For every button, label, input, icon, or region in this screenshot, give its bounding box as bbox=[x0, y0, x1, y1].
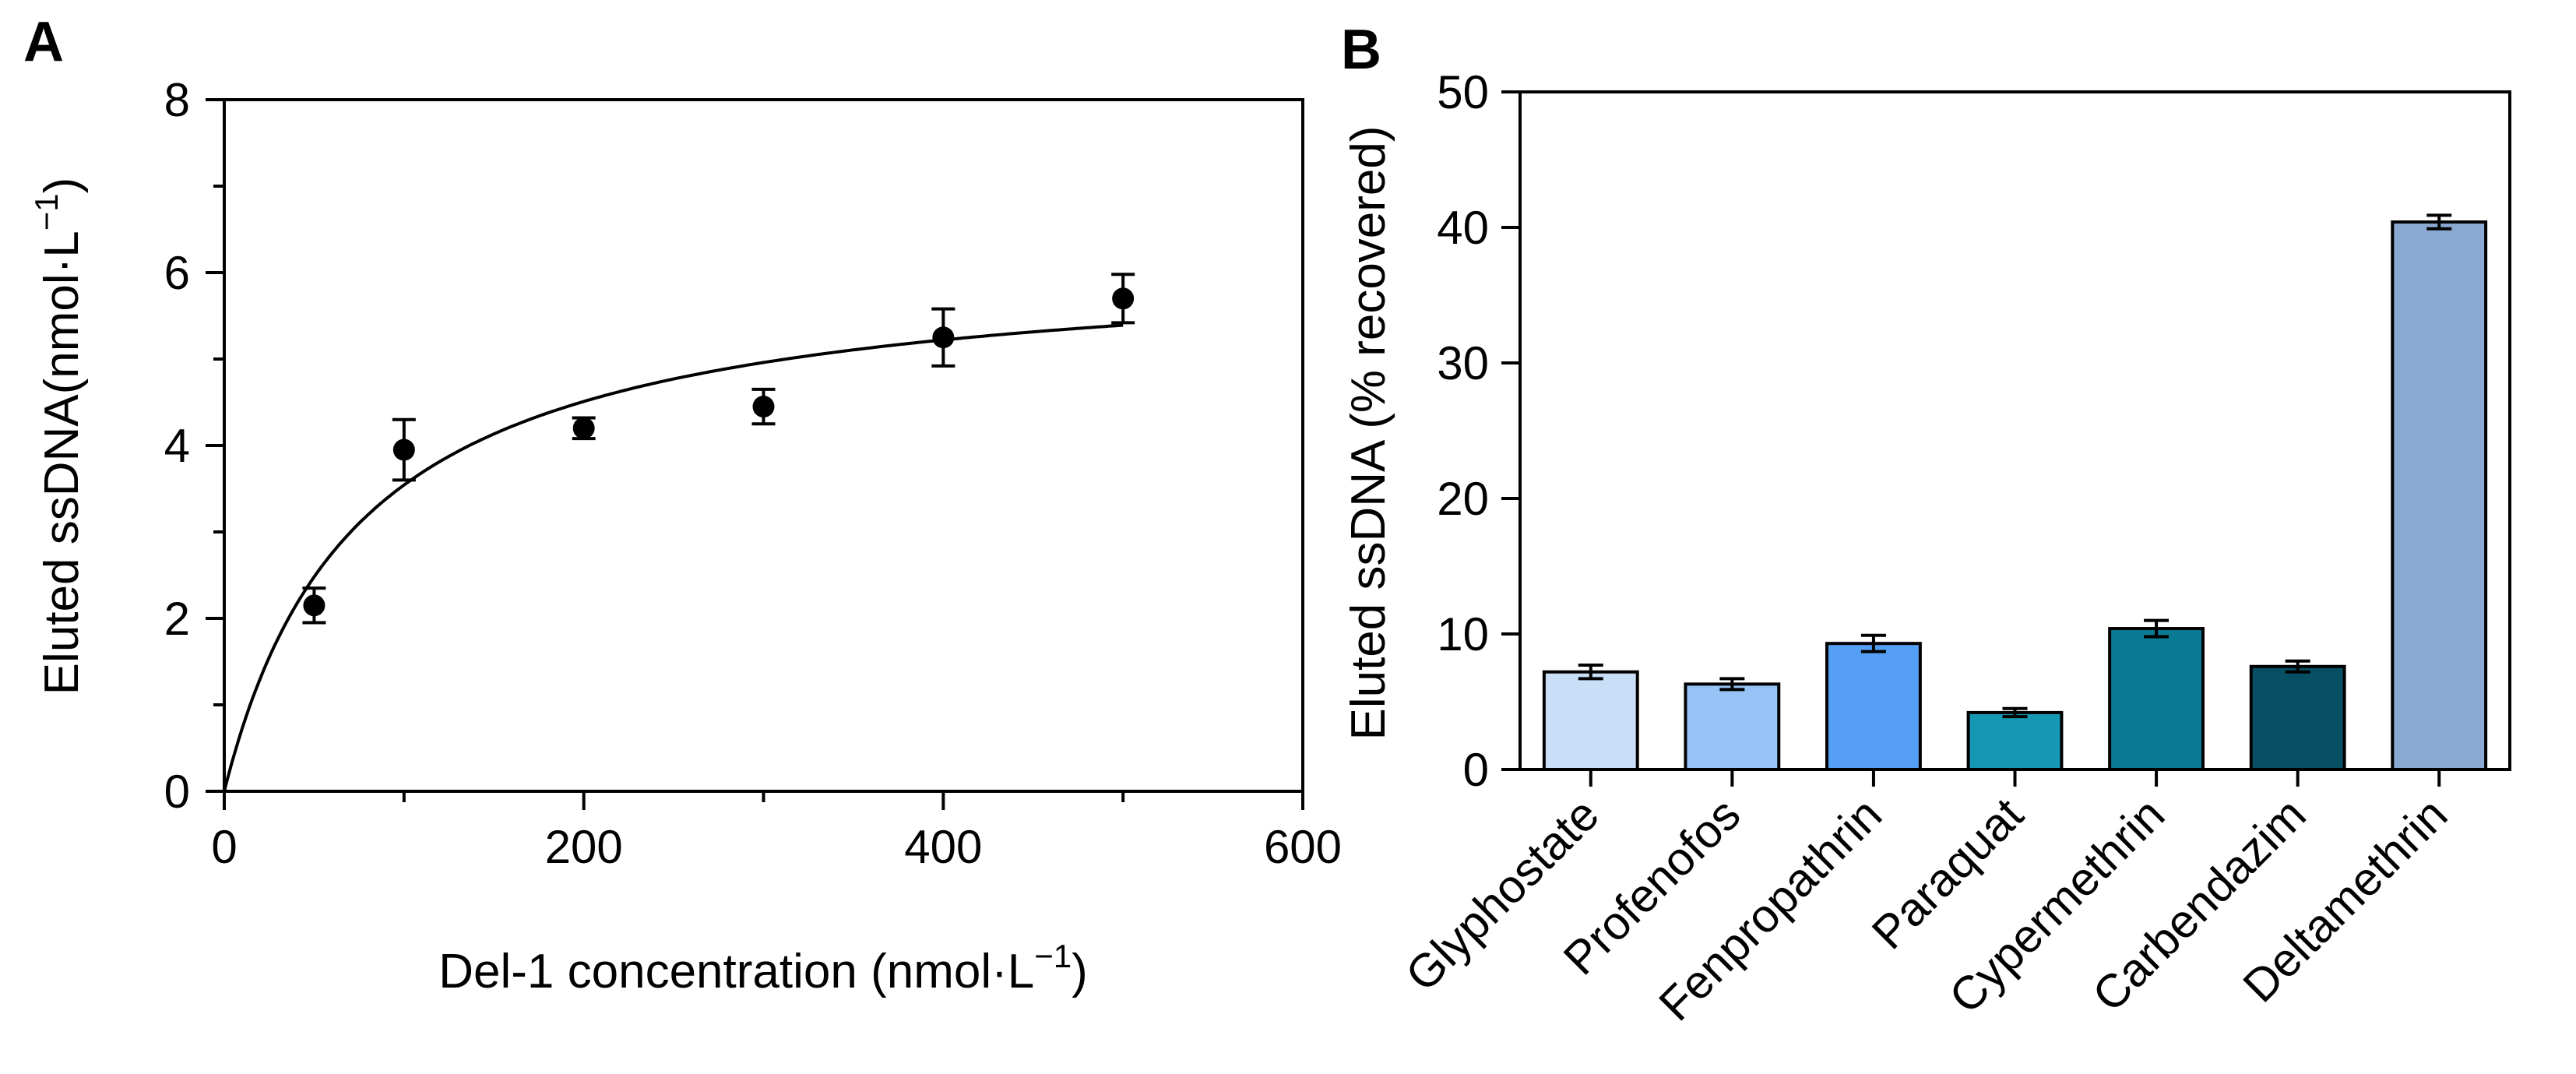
bar-rect bbox=[1966, 710, 2064, 771]
x-tick-label: 0 bbox=[211, 821, 237, 873]
data-point bbox=[572, 416, 596, 441]
point-marker bbox=[1112, 287, 1135, 310]
bar bbox=[2391, 213, 2488, 772]
bar-rect bbox=[2391, 220, 2488, 772]
fit-curve bbox=[223, 323, 1124, 792]
point-marker bbox=[752, 396, 775, 418]
data-point bbox=[751, 387, 776, 426]
bar bbox=[1966, 706, 2064, 771]
bar-rect bbox=[2108, 627, 2205, 771]
bar bbox=[1825, 633, 1922, 771]
y-tick-label: 10 bbox=[1437, 608, 1489, 660]
bar bbox=[2108, 618, 2205, 771]
y-tick-label: 8 bbox=[164, 74, 190, 126]
panel-b-category-labels: GlyphostateProfenofosFenpropathrinParaqu… bbox=[1395, 788, 2457, 1031]
data-point bbox=[931, 307, 955, 368]
bar-rect bbox=[1684, 682, 1781, 772]
y-tick-label: 0 bbox=[164, 766, 190, 818]
y-tick-label: 2 bbox=[164, 593, 190, 645]
panel-a-ticks bbox=[206, 98, 1304, 810]
y-tick-label: 40 bbox=[1437, 202, 1489, 254]
point-marker bbox=[392, 438, 415, 461]
panel-b-chart: 0 10 20 30 40 50 GlyphostateProfenofosFenprop… bbox=[1342, 66, 2511, 1031]
bar-rect bbox=[1542, 670, 1639, 771]
bar-rect bbox=[1825, 642, 1922, 771]
y-tick-label: 50 bbox=[1437, 66, 1489, 118]
panel-b-ticks bbox=[1501, 90, 2441, 787]
data-point bbox=[1111, 273, 1135, 325]
x-tick-label: 600 bbox=[1264, 821, 1342, 873]
y-tick-label: 4 bbox=[164, 420, 190, 472]
panel-a-plot-frame bbox=[223, 98, 1304, 793]
bar bbox=[1542, 664, 1639, 771]
x-tick-label: 200 bbox=[545, 821, 623, 873]
y-tick-label: 30 bbox=[1437, 337, 1489, 389]
point-marker bbox=[572, 417, 595, 439]
bar bbox=[2249, 659, 2346, 772]
panel-letter-b: B bbox=[1341, 19, 1381, 81]
panel-a-tick-labels: 0 200 400 600 0 2 4 6 8 bbox=[164, 74, 1342, 873]
panel-b-plot-frame bbox=[1519, 90, 2511, 771]
y-tick-label: 6 bbox=[164, 247, 190, 299]
panel-b-y-axis-title: Eluted ssDNA (% recovered) bbox=[1342, 125, 1395, 740]
panel-b-tick-labels: 0 10 20 30 40 50 bbox=[1437, 66, 1489, 796]
panel-a-x-axis-title: Del-1 concentration (nmol·L−1) bbox=[438, 938, 1088, 998]
bar bbox=[1684, 677, 1781, 772]
y-tick-label: 20 bbox=[1437, 473, 1489, 525]
panel-b-bars bbox=[1542, 213, 2488, 772]
point-marker bbox=[303, 594, 326, 617]
point-marker bbox=[932, 326, 955, 349]
bar-rect bbox=[2249, 664, 2346, 772]
panel-a-chart: 0 200 400 600 0 2 4 6 8 Del-1 concentration (nmo… bbox=[28, 74, 1342, 998]
panel-a-data-points bbox=[302, 273, 1135, 625]
data-point bbox=[392, 417, 416, 482]
y-tick-label: 0 bbox=[1463, 744, 1489, 796]
panel-letter-a: A bbox=[23, 11, 64, 73]
x-tick-label: 400 bbox=[904, 821, 982, 873]
panel-a-y-axis-title: Eluted ssDNA(nmol·L−1) bbox=[28, 178, 89, 695]
data-point bbox=[302, 586, 326, 625]
